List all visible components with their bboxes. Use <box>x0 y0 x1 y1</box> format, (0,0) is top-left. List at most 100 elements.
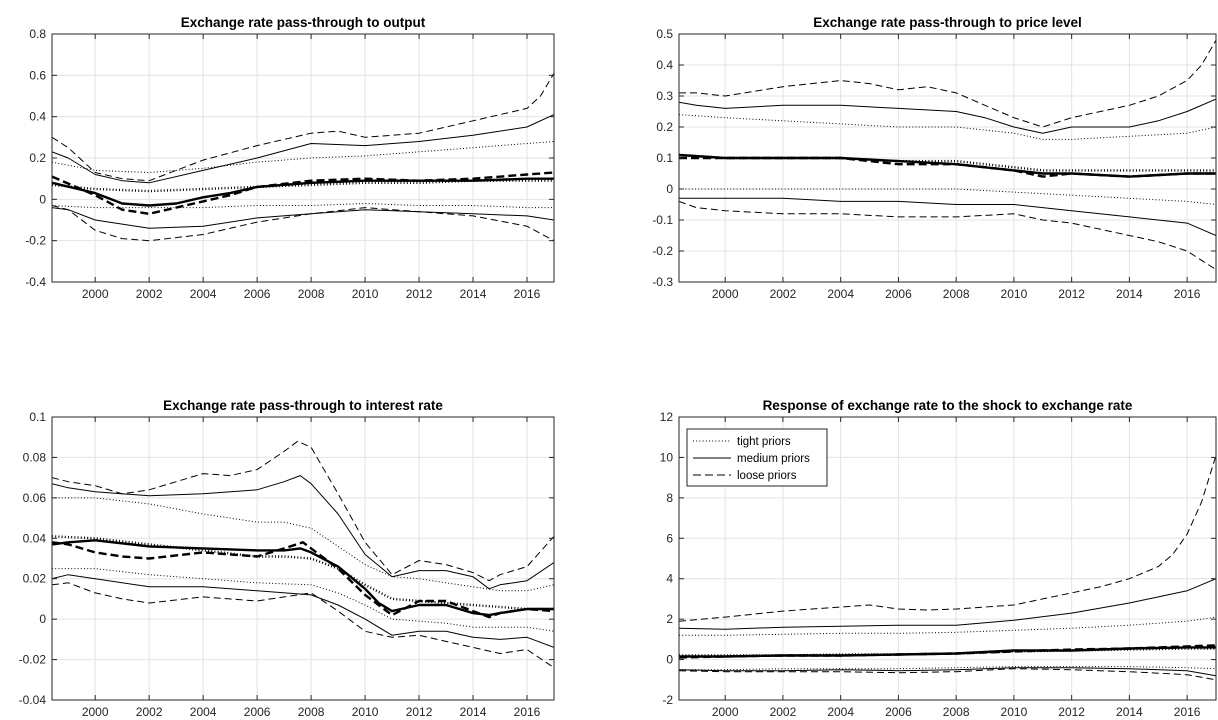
legend: tight priors medium priors loose priors <box>686 428 828 487</box>
series-dashed-lower-line <box>52 205 554 242</box>
legend-label: medium priors <box>737 453 810 465</box>
series-dashed-upper-line <box>679 455 1216 622</box>
y-tick-label: 0.02 <box>23 572 47 586</box>
x-tick-label: 2014 <box>460 287 487 301</box>
x-tick-label: 2016 <box>1174 705 1201 719</box>
y-tick-label: 0 <box>666 653 673 667</box>
series-solid-lower-line <box>52 207 554 229</box>
x-tick-label: 2004 <box>190 287 217 301</box>
series-solid-lower-line <box>52 574 554 648</box>
x-tick-label: 2012 <box>1058 705 1085 719</box>
x-tick-label: 2014 <box>1116 705 1143 719</box>
chart-title: Exchange rate pass-through to interest r… <box>163 398 443 413</box>
series-dashed-lower-line <box>679 200 1216 271</box>
x-tick-label: 2010 <box>352 705 379 719</box>
x-tick-label: 2016 <box>1174 287 1201 301</box>
series-solid-upper-line <box>679 98 1216 134</box>
axes-frame <box>678 416 1217 701</box>
series-dashed-median-line <box>52 541 554 619</box>
series-solid-lower-line <box>679 197 1216 236</box>
y-tick-label: -0.2 <box>25 234 46 248</box>
y-tick-label: 0.2 <box>656 120 673 134</box>
legend-label: tight priors <box>737 436 791 448</box>
series-dashed-lower-line <box>679 668 1216 681</box>
series-group <box>679 39 1216 271</box>
x-tick-label: 2016 <box>514 705 541 719</box>
y-tick-label: -0.4 <box>25 275 46 289</box>
y-tick-label: 8 <box>666 491 673 505</box>
y-tick-label: 0 <box>39 612 46 626</box>
series-dotted-upper-line <box>52 141 554 173</box>
chart-panel-2: 2000 2002 2004 2006 2008 2010 2012 2014 2016 -0.3… <box>652 15 1217 301</box>
x-tick-label: 2004 <box>827 705 854 719</box>
y-tick-label: 12 <box>660 410 674 424</box>
series-solid-upper-line <box>52 475 554 590</box>
y-tick-label: 0.1 <box>29 410 46 424</box>
series-dotted-upper-line <box>52 497 554 592</box>
y-tick-label: 10 <box>660 450 674 464</box>
y-tick-label: -0.3 <box>652 275 673 289</box>
x-tick-label: 2010 <box>1001 705 1028 719</box>
series-solid-median-line <box>52 539 554 617</box>
y-tick-label: 0.8 <box>29 27 46 41</box>
x-tick-label: 2008 <box>943 705 970 719</box>
y-tick-label: 0.2 <box>29 151 46 165</box>
x-tick-label: 2014 <box>1116 287 1143 301</box>
x-tick-label: 2008 <box>298 287 325 301</box>
x-tick-label: 2016 <box>514 287 541 301</box>
series-group <box>52 440 554 669</box>
x-tick-label: 2000 <box>82 705 109 719</box>
y-tick-label: -2 <box>662 693 673 707</box>
series-solid-lower-line <box>679 667 1216 677</box>
series-dashed-median-line <box>52 171 554 215</box>
chart-panel-3: 2000 2002 2004 2006 2008 2010 2012 2014 2016 -0.0… <box>19 398 555 719</box>
chart-title: Exchange rate pass-through to output <box>181 15 426 30</box>
x-tick-label: 2000 <box>712 287 739 301</box>
y-tick-label: 2 <box>666 612 673 626</box>
y-tick-label: -0.2 <box>652 244 673 258</box>
series-dotted-lower-line <box>52 568 554 632</box>
x-tick-label: 2010 <box>1001 287 1028 301</box>
series-solid-median-line <box>52 177 554 207</box>
x-tick-label: 2012 <box>406 287 433 301</box>
y-tick-label: 0.04 <box>23 531 47 545</box>
series-solid-upper-line <box>52 114 554 184</box>
series-solid-upper-line <box>679 578 1216 630</box>
y-tick-label: 0.06 <box>23 491 47 505</box>
series-dashed-upper-line <box>679 39 1216 128</box>
x-tick-label: 2010 <box>352 287 379 301</box>
y-tick-label: 0.4 <box>29 110 46 124</box>
chart-panel-1: 2000 2002 2004 2006 2008 2010 2012 2014 2016 -0.4… <box>25 15 555 301</box>
y-tick-label: -0.1 <box>652 213 673 227</box>
series-dotted-upper-line <box>679 114 1216 140</box>
series-dashed-median-line <box>679 156 1216 178</box>
x-tick-label: 2004 <box>190 705 217 719</box>
y-tick-label: 0.6 <box>29 68 46 82</box>
x-tick-label: 2006 <box>885 287 912 301</box>
x-tick-label: 2002 <box>136 287 163 301</box>
y-tick-label: -0.04 <box>19 693 47 707</box>
y-tick-label: 0.08 <box>23 450 47 464</box>
y-tick-label: 4 <box>666 572 673 586</box>
x-tick-label: 2004 <box>827 287 854 301</box>
y-tick-label: 0.5 <box>656 27 673 41</box>
y-tick-label: 0.1 <box>656 151 673 165</box>
chart-title: Response of exchange rate to the shock t… <box>763 398 1133 413</box>
x-tick-label: 2000 <box>82 287 109 301</box>
x-tick-label: 2008 <box>943 287 970 301</box>
y-tick-label: -0.02 <box>19 653 47 667</box>
x-tick-label: 2002 <box>770 287 797 301</box>
series-group <box>52 73 554 242</box>
series-dashed-upper-line <box>52 440 554 582</box>
x-tick-label: 2006 <box>885 705 912 719</box>
series-group <box>679 455 1216 681</box>
x-tick-label: 2012 <box>406 705 433 719</box>
x-tick-label: 2006 <box>244 705 271 719</box>
x-tick-label: 2002 <box>136 705 163 719</box>
x-tick-label: 2008 <box>298 705 325 719</box>
series-dashed-upper-line <box>52 73 554 182</box>
y-tick-label: 0 <box>39 192 46 206</box>
legend-label: loose priors <box>737 470 797 482</box>
y-tick-label: 0 <box>666 182 673 196</box>
